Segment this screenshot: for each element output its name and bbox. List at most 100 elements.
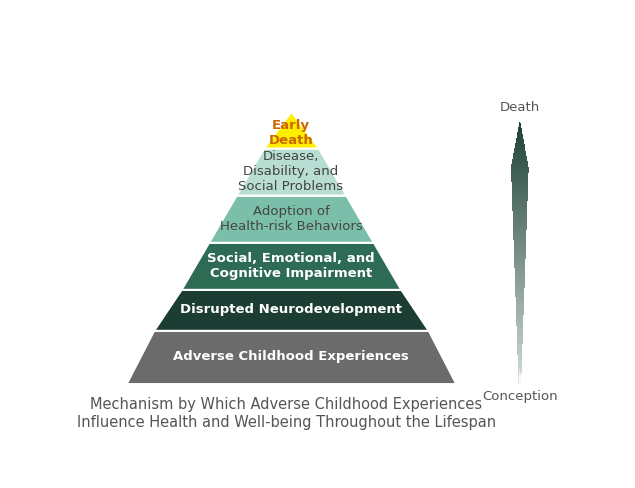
Bar: [518, 347, 523, 348]
Bar: [515, 287, 525, 289]
Bar: [512, 211, 527, 213]
Bar: [511, 170, 528, 172]
Bar: [514, 236, 526, 238]
Bar: [513, 235, 526, 236]
Bar: [518, 355, 522, 356]
Bar: [512, 159, 527, 160]
Bar: [518, 128, 521, 130]
Bar: [518, 360, 522, 361]
Text: Death: Death: [500, 101, 540, 114]
Bar: [516, 327, 523, 328]
Bar: [511, 165, 528, 166]
Bar: [514, 260, 525, 261]
Bar: [512, 202, 528, 203]
Bar: [519, 123, 521, 124]
Bar: [515, 273, 525, 274]
Bar: [514, 256, 526, 257]
Bar: [514, 247, 526, 248]
Bar: [513, 155, 526, 156]
Bar: [516, 317, 523, 318]
Bar: [514, 147, 525, 148]
Bar: [513, 228, 526, 230]
Bar: [516, 291, 525, 293]
Bar: [516, 325, 523, 327]
Bar: [514, 245, 526, 247]
Bar: [514, 244, 526, 245]
Bar: [515, 286, 525, 287]
Bar: [514, 269, 525, 270]
Bar: [511, 175, 528, 176]
Bar: [516, 142, 524, 143]
Bar: [512, 209, 527, 210]
Bar: [517, 331, 523, 332]
Bar: [518, 348, 523, 349]
Bar: [517, 334, 523, 335]
Bar: [516, 315, 523, 317]
Bar: [518, 364, 522, 365]
Bar: [512, 197, 528, 198]
Bar: [512, 215, 527, 217]
Bar: [512, 206, 527, 207]
Bar: [514, 272, 525, 273]
Bar: [516, 319, 523, 321]
Bar: [512, 201, 528, 202]
Bar: [517, 135, 523, 136]
Bar: [514, 265, 525, 266]
Bar: [515, 289, 525, 290]
Bar: [512, 213, 527, 214]
Bar: [511, 168, 529, 169]
Bar: [515, 285, 525, 286]
Bar: [516, 314, 523, 315]
Bar: [514, 263, 525, 264]
Bar: [517, 340, 523, 342]
Bar: [516, 139, 523, 140]
Bar: [514, 239, 526, 240]
Bar: [514, 252, 526, 253]
Bar: [513, 224, 526, 226]
Bar: [515, 283, 525, 284]
Bar: [512, 160, 528, 162]
Bar: [513, 227, 526, 228]
Bar: [512, 214, 527, 215]
Bar: [512, 217, 527, 218]
Bar: [514, 251, 526, 252]
Bar: [518, 349, 523, 351]
Bar: [516, 301, 524, 302]
Bar: [515, 145, 525, 147]
Bar: [514, 240, 526, 242]
Bar: [514, 148, 525, 149]
Bar: [514, 255, 526, 256]
Bar: [513, 231, 526, 232]
Bar: [512, 210, 527, 211]
Bar: [518, 363, 522, 364]
Bar: [518, 357, 522, 359]
Bar: [516, 308, 524, 310]
Bar: [514, 253, 526, 255]
Bar: [512, 158, 527, 159]
Bar: [513, 226, 526, 227]
Bar: [518, 373, 521, 374]
Bar: [512, 207, 527, 209]
Bar: [513, 234, 526, 235]
Bar: [518, 130, 522, 131]
Bar: [518, 365, 522, 366]
Bar: [512, 194, 528, 196]
Bar: [511, 164, 528, 165]
Bar: [512, 192, 528, 193]
Bar: [511, 166, 529, 168]
Bar: [514, 153, 526, 155]
Bar: [514, 151, 526, 152]
Bar: [513, 156, 526, 158]
Bar: [512, 185, 528, 186]
Bar: [512, 193, 528, 194]
Bar: [513, 230, 526, 231]
Bar: [512, 218, 527, 219]
Text: Disease,
Disability, and
Social Problems: Disease, Disability, and Social Problems: [238, 150, 344, 193]
Bar: [519, 126, 521, 127]
Text: Early
Death: Early Death: [269, 119, 313, 146]
Bar: [514, 149, 526, 151]
Bar: [513, 221, 527, 222]
Bar: [512, 196, 528, 197]
Bar: [517, 134, 523, 135]
Bar: [517, 339, 523, 340]
